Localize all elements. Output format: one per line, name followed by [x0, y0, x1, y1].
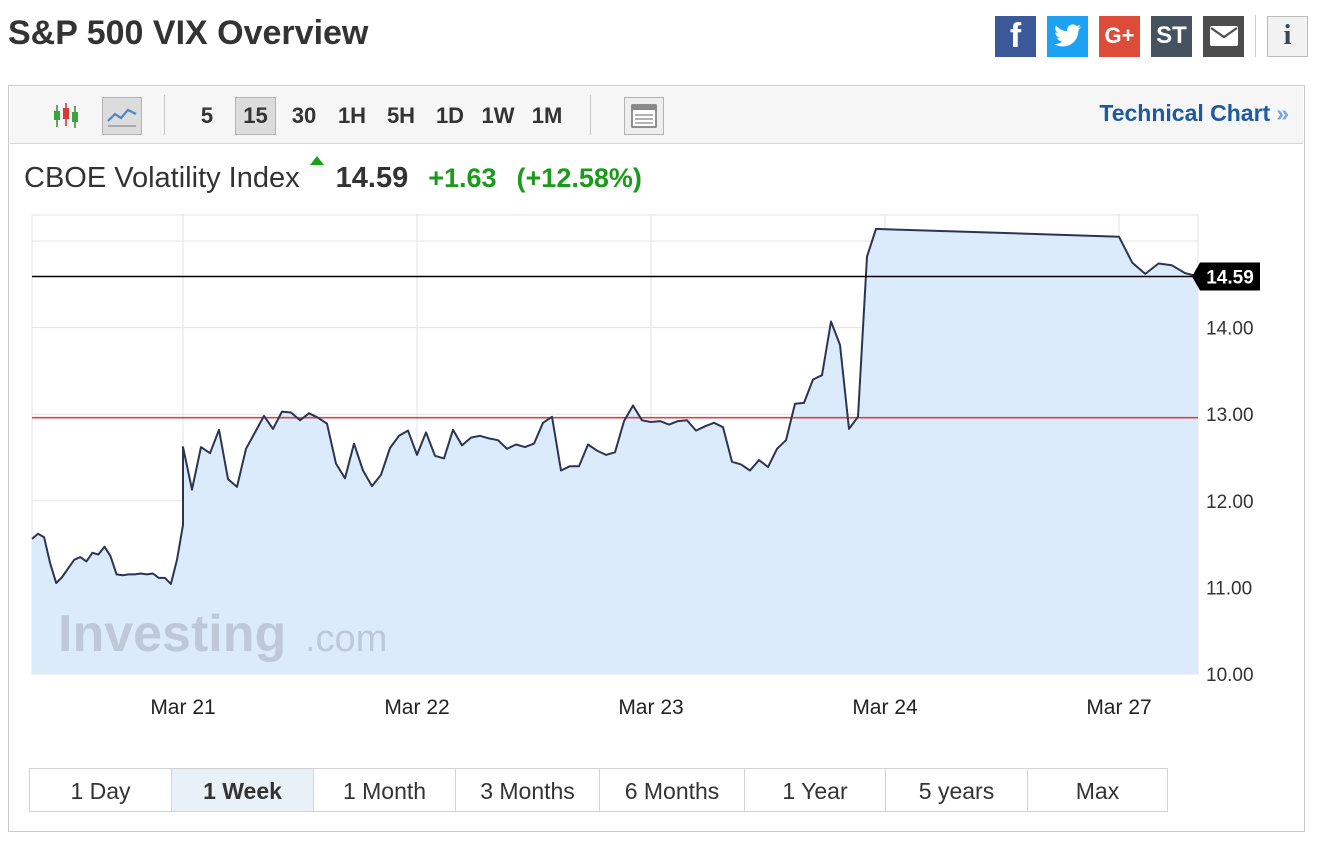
- x-tick-label: Mar 23: [618, 696, 683, 719]
- info-button[interactable]: i: [1267, 15, 1308, 57]
- candlestick-icon: [54, 103, 78, 128]
- range-selector: 1 Day 1 Week 1 Month 3 Months 6 Months 1…: [29, 768, 1168, 812]
- email-share-button[interactable]: [1203, 15, 1244, 57]
- price-area-fill: [32, 228, 1198, 674]
- price-change: +1.63: [428, 163, 497, 193]
- range-max[interactable]: Max: [1027, 768, 1168, 812]
- y-tick-label: 14.00: [1206, 319, 1254, 340]
- technical-chart-label: Technical Chart: [1099, 100, 1271, 126]
- range-6-months[interactable]: 6 Months: [599, 768, 745, 812]
- timeframe-5h[interactable]: 5H: [386, 103, 416, 128]
- share-bar: f G+ ST i: [984, 15, 1308, 57]
- price-change-percent: (+12.58%): [516, 163, 642, 193]
- line-chart-icon: [107, 108, 137, 127]
- share-divider: [1255, 15, 1256, 57]
- twitter-bird-icon: [1053, 24, 1081, 47]
- candlestick-chart-button[interactable]: [46, 97, 86, 135]
- range-5-years[interactable]: 5 years: [885, 768, 1028, 812]
- quote-header: CBOE Volatility Index 14.59 +1.63 (+12.5…: [24, 156, 642, 202]
- price-line: [31, 227, 1199, 585]
- timeframe-1h[interactable]: 1H: [337, 103, 367, 128]
- y-tick-label: 13.00: [1206, 405, 1254, 426]
- technical-chart-link[interactable]: Technical Chart»: [1099, 100, 1289, 127]
- timeframe-1d[interactable]: 1D: [435, 103, 465, 128]
- googleplus-share-button[interactable]: G+: [1099, 15, 1140, 57]
- last-price: 14.59: [335, 162, 409, 194]
- timeframe-1m[interactable]: 1M: [531, 103, 563, 128]
- range-1-month[interactable]: 1 Month: [313, 768, 456, 812]
- timeframe-5[interactable]: 5: [200, 103, 214, 128]
- x-tick-label: Mar 27: [1086, 696, 1151, 719]
- envelope-icon: [1209, 26, 1238, 46]
- timeframe-1w[interactable]: 1W: [481, 103, 515, 128]
- data-table-button[interactable]: [624, 97, 664, 135]
- last-price-badge-label: 14.59: [1206, 267, 1254, 288]
- page-title: S&P 500 VIX Overview: [8, 14, 369, 52]
- line-chart-button[interactable]: [102, 97, 142, 135]
- twitter-share-button[interactable]: [1047, 15, 1088, 57]
- range-1-day[interactable]: 1 Day: [29, 768, 172, 812]
- double-chevron-right-icon: »: [1276, 100, 1289, 126]
- x-tick-label: Mar 24: [852, 696, 918, 719]
- timeframe-30[interactable]: 30: [291, 103, 317, 128]
- range-3-months[interactable]: 3 Months: [455, 768, 600, 812]
- toolbar-divider: [164, 95, 165, 135]
- price-chart[interactable]: Investing .com 14.59 10.00 11.00 12.00 13.0…: [0, 0, 1322, 740]
- instrument-name: CBOE Volatility Index: [24, 162, 300, 194]
- y-tick-label: 10.00: [1206, 665, 1254, 686]
- stocktwits-share-button[interactable]: ST: [1151, 15, 1192, 57]
- last-price-badge: [1192, 262, 1260, 291]
- y-tick-label: 12.00: [1206, 492, 1254, 513]
- watermark-dotcom: .com: [305, 618, 387, 660]
- facebook-share-button[interactable]: f: [995, 15, 1036, 57]
- x-tick-label: Mar 21: [150, 696, 215, 719]
- watermark-investing: Investing: [58, 605, 286, 663]
- range-1-year[interactable]: 1 Year: [744, 768, 886, 812]
- toolbar-divider: [590, 95, 591, 135]
- timeframe-15[interactable]: 15: [235, 97, 276, 135]
- up-arrow-icon: [309, 156, 324, 165]
- chart-panel: 5 15 30 1H 5H 1D 1W 1M Technical Chart»: [8, 85, 1305, 832]
- y-tick-label: 11.00: [1206, 578, 1252, 599]
- range-1-week[interactable]: 1 Week: [171, 768, 314, 812]
- chart-toolbar: 5 15 30 1H 5H 1D 1W 1M Technical Chart»: [10, 87, 1303, 144]
- x-tick-label: Mar 22: [384, 696, 449, 719]
- table-icon: [631, 104, 657, 128]
